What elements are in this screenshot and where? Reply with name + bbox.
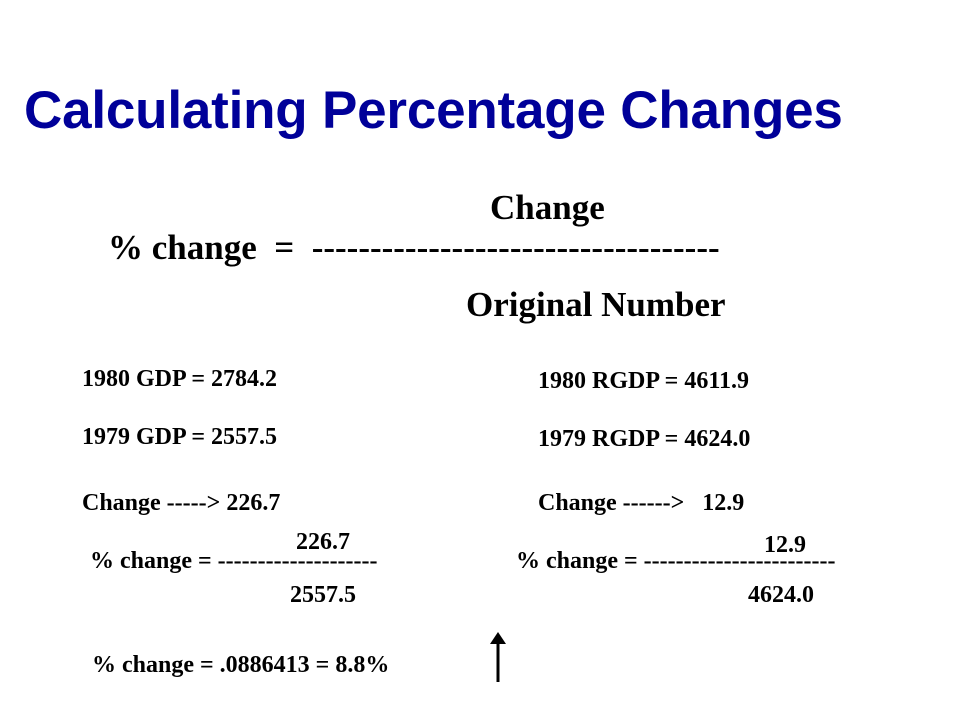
up-arrow-icon: [490, 632, 506, 682]
gdp-pct-denominator: 2557.5: [290, 582, 356, 608]
gdp-change: Change -----> 226.7: [82, 490, 281, 516]
rgdp-change: Change ------> 12.9: [538, 490, 745, 516]
gdp-pct-line: % change = --------------------: [90, 548, 378, 574]
rgdp-pct-line: % change = ------------------------: [516, 548, 836, 574]
formula-line: % change = -----------------------------…: [108, 228, 720, 267]
rgdp-pct-numerator: 12.9: [764, 532, 806, 558]
gdp-1980: 1980 GDP = 2784.2: [82, 366, 278, 392]
formula-denominator: Original Number: [466, 285, 726, 324]
rgdp-1979: 1979 RGDP = 4624.0: [538, 426, 751, 452]
rgdp-1980: 1980 RGDP = 4611.9: [538, 368, 750, 394]
formula-numerator: Change: [490, 188, 605, 227]
page-title: Calculating Percentage Changes: [24, 81, 843, 140]
gdp-1979: 1979 GDP = 2557.5: [82, 424, 278, 450]
gdp-pct-result: % change = .0886413 = 8.8%: [92, 652, 390, 678]
gdp-pct-numerator: 226.7: [296, 529, 350, 555]
rgdp-pct-denominator: 4624.0: [748, 582, 814, 608]
